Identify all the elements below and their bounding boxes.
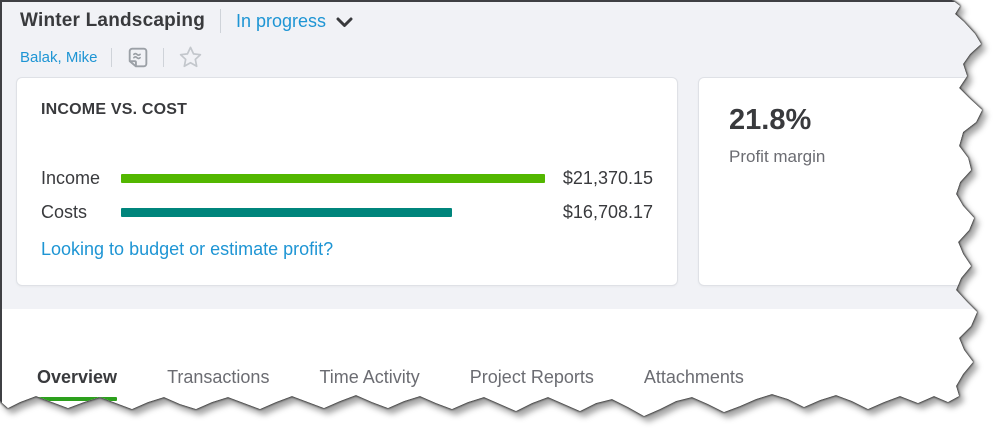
tab-bar: Overview Transactions Time Activity Proj… [2,309,982,401]
income-vs-cost-card: INCOME VS. COST Income $21,370.15 Costs [16,77,678,286]
tab-overview[interactable]: Overview [37,367,117,401]
divider [220,9,221,33]
tabs-section: Overview Transactions Time Activity Proj… [2,309,982,416]
costs-value: $16,708.17 [562,201,653,222]
chevron-down-icon[interactable] [336,17,353,28]
tab-time-activity[interactable]: Time Activity [319,367,420,387]
profit-margin-card: 21.8% Profit margin [698,77,982,286]
profit-margin-value: 21.8% [729,104,812,136]
tab-attachments[interactable]: Attachments [643,367,744,387]
costs-label: Costs [41,201,88,222]
income-bar-track [121,173,545,183]
costs-row: Costs $16,708.17 [41,195,653,229]
divider [162,47,164,67]
customer-link[interactable]: Balak, Mike [20,48,98,66]
card-title: INCOME VS. COST [41,101,188,118]
profit-margin-label: Profit margin [729,147,826,166]
budget-estimate-link[interactable]: Looking to budget or estimate profit? [41,239,334,259]
tab-project-reports[interactable]: Project Reports [469,367,594,387]
favorite-star-icon[interactable] [177,44,204,71]
income-value: $21,370.15 [562,167,653,188]
status-label[interactable]: In progress [236,10,327,31]
divider [110,47,112,67]
tab-transactions[interactable]: Transactions [167,367,270,387]
project-status-dropdown[interactable]: In progress [236,11,353,32]
income-bar [121,173,545,183]
income-label: Income [41,167,101,188]
costs-bar-track [121,207,545,217]
page-title: Winter Landscaping [20,10,205,31]
project-meta-row: Balak, Mike [2,40,982,74]
costs-bar [121,207,452,217]
project-title-row: Winter Landscaping In progress [2,2,982,40]
summary-cards: INCOME VS. COST Income $21,370.15 Costs [2,74,982,286]
project-header-section: Winter Landscaping In progress Balak, Mi… [2,2,982,309]
bar-chart: Income $21,370.15 Costs $16,708.17 [41,161,653,229]
notes-icon[interactable] [125,45,150,70]
income-row: Income $21,370.15 [41,161,653,195]
